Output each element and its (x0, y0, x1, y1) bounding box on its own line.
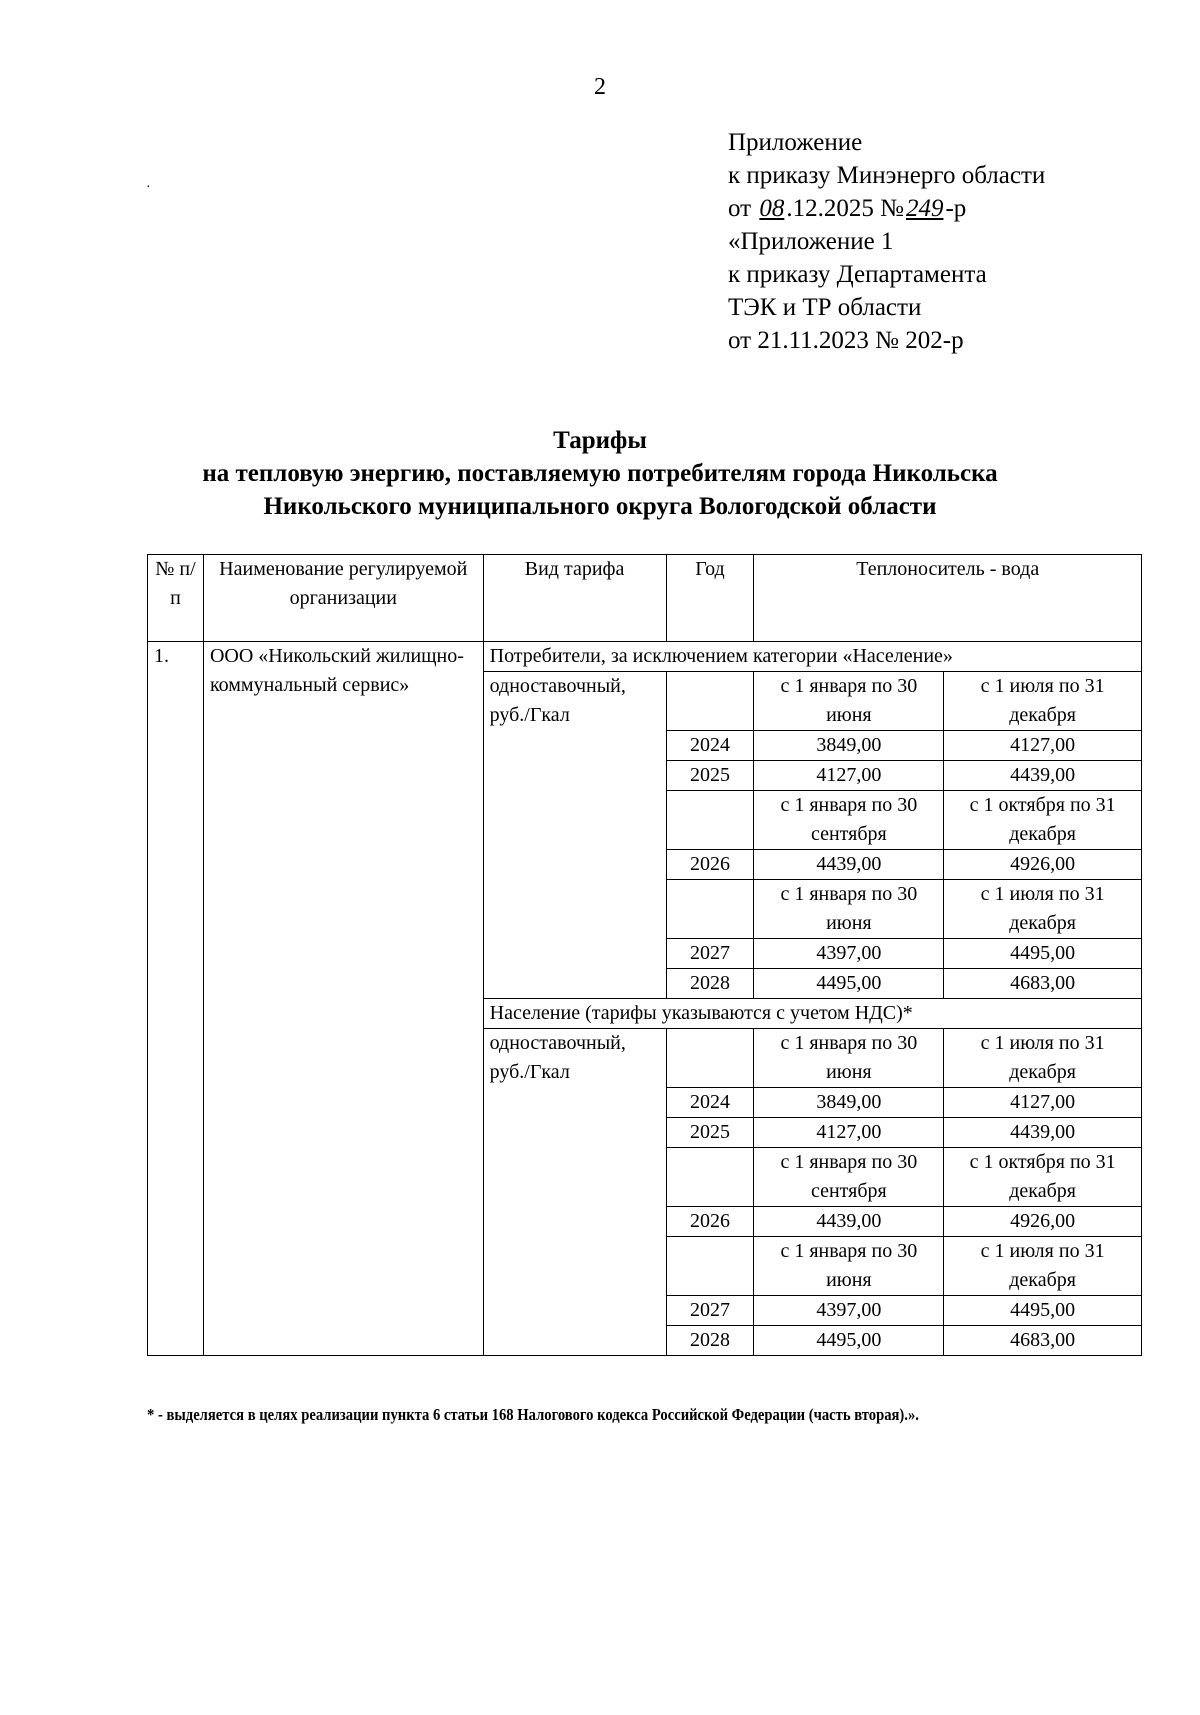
scan-speck: · (146, 180, 151, 195)
tariff-value-1: 4439,00 (753, 849, 945, 880)
title-line: Тарифы (553, 427, 647, 454)
year-cell: 2027 (665, 1295, 755, 1326)
section-title: Потребители, за исключением категории «Н… (482, 641, 1143, 672)
period-2: с 1 октября по 31 декабря (943, 790, 1142, 850)
tariff-value-2: 4495,00 (943, 938, 1142, 969)
page-number: 2 (594, 74, 606, 100)
period-row: одноставочный, руб./Гкал с 1 января по 30… (148, 671, 1142, 999)
row-number: 1. (147, 641, 204, 1356)
tariff-value-1: 3849,00 (753, 730, 945, 761)
tariff-value-2: 4683,00 (943, 1325, 1142, 1356)
appendix-header: Приложение к приказу Минэнерго области о… (728, 126, 1045, 357)
period-row: с 1 января по 30 июня с 1 июля по 31 дека… (148, 879, 1142, 939)
year-cell (665, 1028, 755, 1088)
handwritten-number: 249 (905, 195, 944, 222)
tariff-value-1: 4127,00 (753, 1117, 945, 1148)
year-cell (665, 790, 755, 850)
year-cell (665, 1236, 755, 1296)
tariff-value-2: 4926,00 (943, 849, 1142, 880)
tariff-value-1: 4397,00 (753, 1295, 945, 1326)
handwritten-day: 08 (759, 195, 785, 222)
period-1: с 1 января по 30 июня (753, 879, 945, 939)
year-cell: 2026 (665, 1206, 755, 1237)
tariff-row: 2028 4495,00 4683,00 (148, 968, 1142, 999)
period-1: с 1 января по 30 июня (753, 1236, 945, 1296)
year-cell (665, 671, 755, 731)
tariff-row: 2027 4397,00 4495,00 (148, 938, 1142, 969)
period-2: с 1 июля по 31 декабря (943, 879, 1142, 939)
tariff-value-2: 4439,00 (943, 1117, 1142, 1148)
year-cell: 2025 (665, 760, 755, 791)
appendix-line: «Приложение 1 (728, 228, 894, 255)
text: .12.2025 № (786, 195, 904, 222)
period-1: с 1 января по 30 июня (753, 671, 945, 731)
tariff-type: одноставочный, руб./Гкал (482, 671, 667, 999)
header-num: № п/п (147, 554, 204, 642)
tariff-row: 2024 3849,00 4127,00 (148, 1087, 1142, 1118)
tariff-row: 2026 4439,00 4926,00 (148, 849, 1142, 880)
header-org: Наименование регулируемой организации (202, 554, 484, 642)
header-type: Вид тарифа (482, 554, 667, 642)
period-1: с 1 января по 30 сентября (753, 1147, 945, 1207)
year-cell: 2028 (665, 968, 755, 999)
year-cell: 2027 (665, 938, 755, 969)
title-line: Никольского муниципального округа Волого… (263, 493, 937, 520)
appendix-line: к приказу Департамента (728, 261, 987, 288)
tariff-value-2: 4127,00 (943, 730, 1142, 761)
appendix-date-line: от 08.12.2025 №249-р (728, 192, 1045, 225)
year-cell: 2028 (665, 1325, 755, 1356)
tariff-type: одноставочный, руб./Гкал (482, 1028, 667, 1356)
period-2: с 1 октября по 31 декабря (943, 1147, 1142, 1207)
tariff-row: 2026 4439,00 4926,00 (148, 1206, 1142, 1237)
tariff-value-2: 4926,00 (943, 1206, 1142, 1237)
appendix-line: Приложение (728, 129, 863, 156)
appendix-line: от 21.11.2023 № 202-р (728, 327, 964, 354)
tariff-value-2: 4683,00 (943, 968, 1142, 999)
period-row: с 1 января по 30 сентября с 1 октября по … (148, 1147, 1142, 1207)
section-title: Население (тарифы указываются с учетом Н… (482, 998, 1143, 1029)
period-2: с 1 июля по 31 декабря (943, 671, 1142, 731)
tariff-value-1: 4495,00 (753, 1325, 945, 1356)
year-cell (665, 879, 755, 939)
period-row: одноставочный, руб./Гкал с 1 января по 30… (148, 1028, 1142, 1356)
tariff-value-2: 4495,00 (943, 1295, 1142, 1326)
footnote: * - выделяется в целях реализации пункта… (147, 1405, 919, 1424)
period-row: с 1 января по 30 сентября с 1 октября по … (148, 790, 1142, 850)
period-1: с 1 января по 30 июня (753, 1028, 945, 1088)
period-2: с 1 июля по 31 декабря (943, 1028, 1142, 1088)
organization-name: ООО «Никольский жилищно-коммунальный сер… (202, 641, 484, 1356)
period-2: с 1 июля по 31 декабря (943, 1236, 1142, 1296)
tariff-row: 2028 4495,00 4683,00 (148, 1325, 1142, 1356)
year-cell: 2024 (665, 1087, 755, 1118)
year-cell: 2026 (665, 849, 755, 880)
tariff-value-1: 4495,00 (753, 968, 945, 999)
section-row: 1. ООО «Никольский жилищно-коммунальный с… (147, 641, 1143, 1356)
period-1: с 1 января по 30 сентября (753, 790, 945, 850)
period-row: с 1 января по 30 июня с 1 июля по 31 дека… (148, 1236, 1142, 1296)
tariff-value-1: 4127,00 (753, 760, 945, 791)
appendix-line: ТЭК и ТР области (728, 294, 922, 321)
year-cell (665, 1147, 755, 1207)
tariff-row: 2024 3849,00 4127,00 (148, 730, 1142, 761)
table-header-row: № п/п Наименование регулируемой организа… (147, 554, 1142, 642)
header-year: Год (665, 554, 755, 642)
tariff-table: № п/п Наименование регулируемой организа… (147, 554, 1143, 1356)
year-cell: 2025 (665, 1117, 755, 1148)
section-row: Население (тарифы указываются с учетом Н… (148, 998, 1143, 1029)
tariff-value-1: 3849,00 (753, 1087, 945, 1118)
tariff-value-2: 4439,00 (943, 760, 1142, 791)
text: -р (945, 195, 967, 222)
tariff-row: 2025 4127,00 4439,00 (148, 760, 1142, 791)
year-cell: 2024 (665, 730, 755, 761)
appendix-line: к приказу Минэнерго области (728, 162, 1046, 189)
tariff-value-1: 4439,00 (753, 1206, 945, 1237)
text: от (728, 195, 758, 222)
title-line: на тепловую энергию, поставляемую потреб… (202, 460, 998, 487)
tariff-value-1: 4397,00 (753, 938, 945, 969)
tariff-value-2: 4127,00 (943, 1087, 1142, 1118)
header-carrier: Теплоноситель - вода (753, 554, 1142, 642)
document-title: Тарифы на тепловую энергию, поставляемую… (0, 424, 1200, 523)
